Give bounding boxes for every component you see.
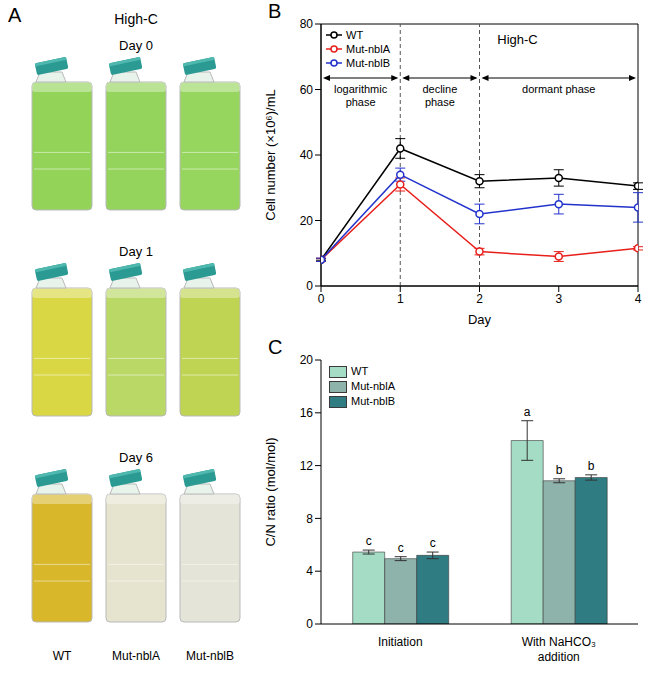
svg-text:C/N ratio (mol/mol): C/N ratio (mol/mol) xyxy=(263,437,278,546)
svg-text:1: 1 xyxy=(397,292,404,306)
html-text:Mut-nblA: Mut-nblA xyxy=(351,380,395,392)
svg-text:c: c xyxy=(366,534,372,548)
svg-text:3: 3 xyxy=(555,292,562,306)
svg-text:4: 4 xyxy=(306,564,313,578)
svg-text:With NaHCO₃: With NaHCO₃ xyxy=(522,635,596,649)
svg-text:20: 20 xyxy=(300,353,314,367)
svg-text:b: b xyxy=(588,459,595,473)
svg-text:Initiation: Initiation xyxy=(378,635,423,649)
svg-text:80: 80 xyxy=(300,17,314,31)
svg-text:0: 0 xyxy=(306,279,313,293)
svg-text:Day 6: Day 6 xyxy=(119,450,153,465)
svg-text:16: 16 xyxy=(300,406,314,420)
svg-text:4: 4 xyxy=(635,292,642,306)
svg-text:High-C: High-C xyxy=(114,11,158,27)
svg-text:Day 0: Day 0 xyxy=(119,38,153,53)
html-text:C: C xyxy=(268,336,283,358)
svg-text:phase: phase xyxy=(346,96,376,108)
svg-text:decline: decline xyxy=(422,83,457,95)
svg-text:a: a xyxy=(524,405,531,419)
svg-text:Day: Day xyxy=(468,312,492,327)
svg-text:Mut-nblA: Mut-nblA xyxy=(112,649,160,663)
svg-text:12: 12 xyxy=(300,459,314,473)
svg-text:Day 1: Day 1 xyxy=(119,244,153,259)
svg-text:60: 60 xyxy=(300,83,314,97)
svg-text:Cell number (×10⁶)/mL: Cell number (×10⁶)/mL xyxy=(263,89,278,220)
svg-text:20: 20 xyxy=(300,214,314,228)
svg-text:8: 8 xyxy=(306,512,313,526)
svg-text:b: b xyxy=(556,463,563,477)
svg-text:A: A xyxy=(8,4,22,26)
html-text:B: B xyxy=(268,0,282,22)
html-text:WT: WT xyxy=(346,29,364,41)
svg-text:High-C: High-C xyxy=(497,32,537,47)
svg-text:c: c xyxy=(430,536,436,550)
svg-text:Mut-nblB: Mut-nblB xyxy=(186,649,234,663)
html-text:WT: WT xyxy=(351,365,369,377)
svg-text:0: 0 xyxy=(318,292,325,306)
svg-text:c: c xyxy=(398,541,404,555)
svg-text:phase: phase xyxy=(425,96,455,108)
html-text:Mut-nblB: Mut-nblB xyxy=(346,57,390,69)
svg-text:dormant phase: dormant phase xyxy=(522,83,595,95)
svg-text:2: 2 xyxy=(476,292,483,306)
html-text:Mut-nblA: Mut-nblA xyxy=(346,43,390,55)
svg-text:addition: addition xyxy=(538,650,580,664)
svg-text:0: 0 xyxy=(306,617,313,631)
html-text:Mut-nblB: Mut-nblB xyxy=(351,395,395,407)
svg-text:40: 40 xyxy=(300,148,314,162)
svg-text:WT: WT xyxy=(53,649,72,663)
svg-text:logarithmic: logarithmic xyxy=(334,83,388,95)
